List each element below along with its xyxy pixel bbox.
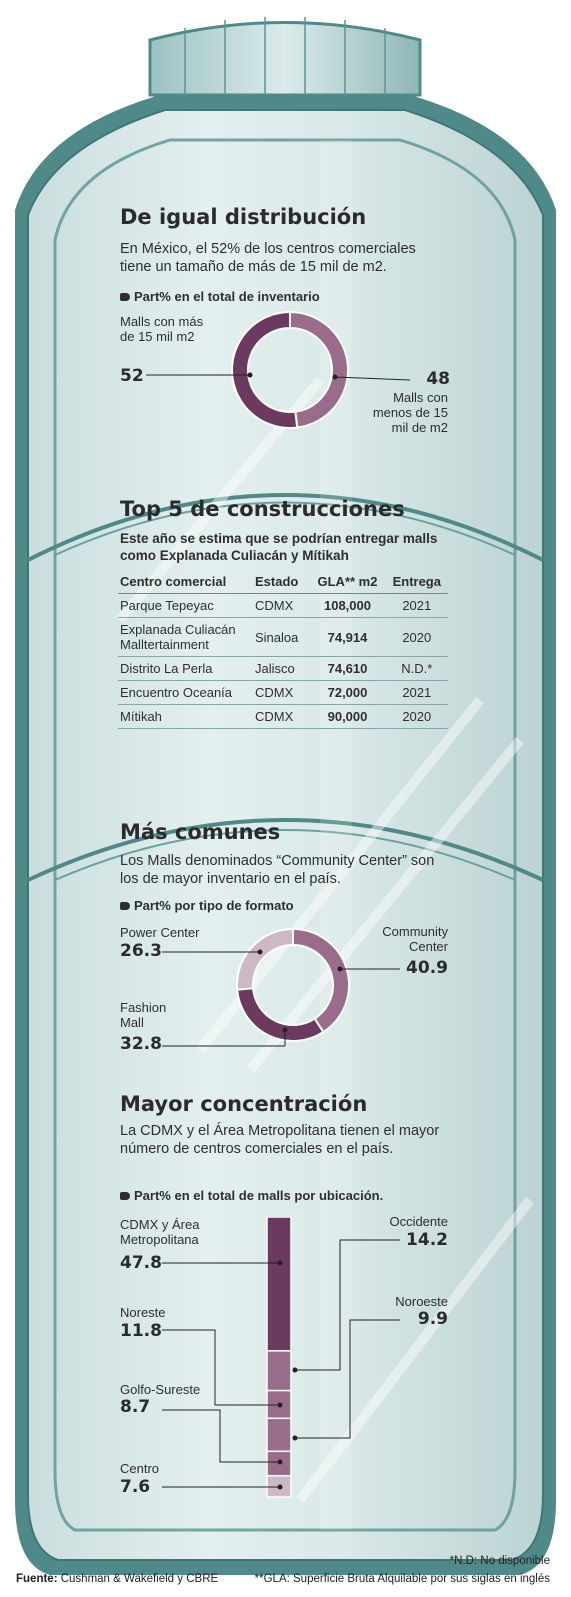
- stack-value-centro: 7.6: [120, 1477, 151, 1497]
- donut1-label-b: Malls con menos de 15 mil de m2: [372, 390, 448, 435]
- section3-title: Más comunes: [120, 820, 281, 844]
- section1-text: En México, el 52% de los centros comerci…: [120, 241, 416, 275]
- section2-title: Top 5 de construcciones: [120, 497, 405, 521]
- table-cell: Jalisco: [253, 656, 310, 681]
- section1-title: De igual distribución: [120, 205, 367, 229]
- table-cell: Encuentro Oceanía: [118, 680, 253, 705]
- section1-subtitle: Part% en el total de inventario: [120, 289, 320, 304]
- table-row: Distrito La Perla Jalisco 74,610 N.D.*: [118, 656, 448, 681]
- table-cell: CDMX: [253, 680, 310, 705]
- stack-segment-golfo: [266, 1450, 292, 1477]
- table-cell: N.D.*: [385, 656, 448, 681]
- stack-value-cdmx: 47.8: [120, 1253, 162, 1273]
- stack-leader-lines: [162, 1239, 400, 1490]
- donut2-label-community: Community Center: [382, 924, 448, 954]
- table-row: Encuentro Oceanía CDMX 72,000 2021: [118, 680, 448, 705]
- stack-value-noroeste: 9.9: [417, 1309, 448, 1329]
- donut1-value-b: 48: [426, 369, 450, 389]
- table-cell: 72,000: [309, 680, 386, 705]
- table-cell: 74,610: [309, 656, 386, 681]
- donut-chart-size: [231, 310, 349, 429]
- table-header-cell: Estado: [253, 568, 310, 594]
- donut-slice-mas-15-mil: [231, 310, 299, 429]
- footnote-gla: **GLA: Superficie Bruta Alquilable por s…: [254, 1573, 550, 1585]
- table-cell: Mítikah: [118, 704, 253, 729]
- stack-label-centro: Centro: [120, 1461, 160, 1476]
- footnote-nd: *N.D: No disponible: [449, 1555, 550, 1567]
- source-line: Fuente: Cushman & Wakefield y CBRE: [16, 1573, 218, 1585]
- donut2-value-fashion: 32.8: [120, 1034, 162, 1054]
- source-label: Fuente:: [16, 1573, 58, 1585]
- table-cell: CDMX: [253, 593, 310, 618]
- donut2-label-fashion: Fashion Mall: [120, 1000, 167, 1030]
- section3-subtitle-text: Part% por tipo de formato: [134, 898, 294, 913]
- table-row: Explanada Culiacán Malltertainment Sinalo…: [118, 617, 448, 657]
- section4-title: Mayor concentración: [120, 1092, 368, 1116]
- donut2-leader-lines: [162, 949, 400, 1047]
- table-cell: CDMX: [253, 704, 310, 729]
- table-row: Mítikah CDMX 90,000 2020: [118, 704, 448, 729]
- section3-text: Los Malls denominados “Community Center”…: [120, 853, 435, 887]
- stack-label-cdmx: CDMX y Área Metropolitana: [120, 1217, 200, 1247]
- stack-label-golfo: Golfo-Sureste: [120, 1382, 201, 1397]
- stack-label-noroeste: Noroeste: [395, 1294, 448, 1309]
- table-cell: 90,000: [309, 704, 386, 729]
- section3-subtitle: Part% por tipo de formato: [120, 898, 294, 913]
- table-cell: Explanada Culiacán Malltertainment: [118, 617, 253, 657]
- donut-chart-format: [236, 927, 350, 1042]
- donut2-value-community: 40.9: [406, 958, 448, 978]
- stack-value-noreste: 11.8: [120, 1321, 162, 1341]
- stack-value-occidente: 14.2: [406, 1230, 448, 1250]
- donut2-value-power: 26.3: [120, 941, 162, 961]
- table-cell: Parque Tepeyac: [118, 593, 253, 618]
- top5-table: Centro comercial Estado GLA** m2 Entrega Pa…: [118, 568, 448, 729]
- donut1-label-a: Malls con más de 15 mil m2: [120, 314, 204, 344]
- table-header-cell: Entrega: [385, 568, 448, 594]
- table-header-cell: GLA** m2: [309, 568, 386, 594]
- table-cell: 2020: [385, 617, 448, 657]
- table-cell: 2021: [385, 680, 448, 705]
- stack-label-noreste: Noreste: [120, 1305, 166, 1320]
- section4-subtitle-text: Part% en el total de malls por ubicación…: [134, 1188, 384, 1203]
- stack-label-occidente: Occidente: [389, 1214, 448, 1229]
- stack-segment-cdmx: [266, 1217, 292, 1352]
- table-header-row: Centro comercial Estado GLA** m2 Entrega: [118, 568, 448, 594]
- stack-value-golfo: 8.7: [120, 1397, 151, 1417]
- table-cell: 108,000: [309, 593, 386, 618]
- table-cell: Sinaloa: [253, 617, 310, 657]
- donut-slice-power-center: [236, 927, 294, 991]
- stacked-bar-location: [266, 1217, 292, 1498]
- donut1-value-a: 52: [120, 366, 144, 386]
- section4-text: La CDMX y el Área Metropolitana tienen e…: [120, 1123, 440, 1157]
- table-cell: 2020: [385, 704, 448, 729]
- section4-subtitle: Part% en el total de malls por ubicación…: [120, 1188, 383, 1203]
- table-header-cell: Centro comercial: [118, 568, 253, 594]
- table-cell: 74,914: [309, 617, 386, 657]
- donut1-leader-lines: [146, 372, 411, 381]
- table-cell: 2021: [385, 593, 448, 618]
- bullet-icon: [120, 293, 130, 301]
- donut2-label-power: Power Center: [120, 925, 200, 940]
- bullet-icon: [120, 902, 130, 910]
- bullet-icon: [120, 1192, 130, 1200]
- section1-subtitle-text: Part% en el total de inventario: [134, 289, 320, 304]
- source-text: Cushman & Wakefield y CBRE: [60, 1573, 219, 1585]
- table-row: Parque Tepeyac CDMX 108,000 2021: [118, 593, 448, 618]
- top5-table-wrap: Centro comercial Estado GLA** m2 Entrega Pa…: [118, 568, 448, 729]
- section2-text: Este año se estima que se podrían entreg…: [120, 531, 438, 563]
- table-cell: Distrito La Perla: [118, 656, 253, 681]
